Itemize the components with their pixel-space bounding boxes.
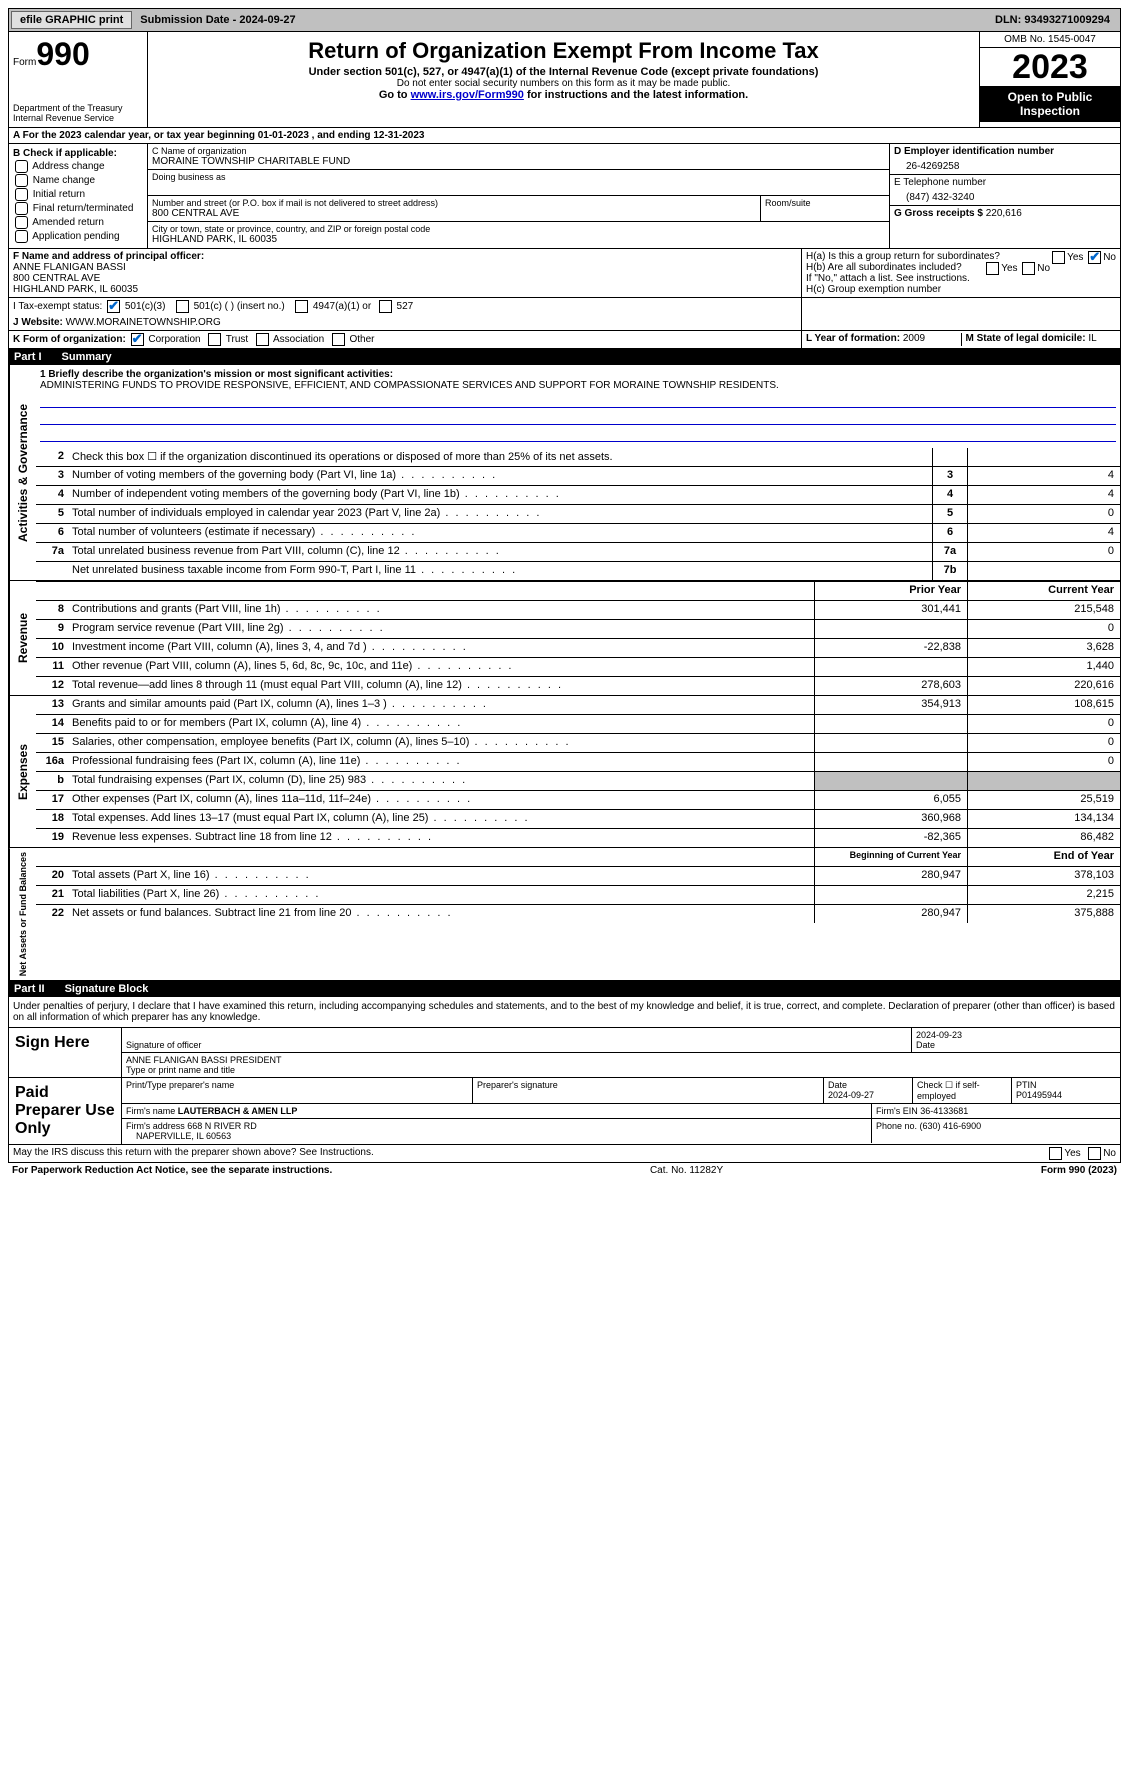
summary-line: 20Total assets (Part X, line 16)280,9473… bbox=[36, 867, 1120, 886]
summary-line: 14Benefits paid to or for members (Part … bbox=[36, 715, 1120, 734]
efile-print-button[interactable]: efile GRAPHIC print bbox=[11, 11, 132, 29]
summary-line: 8Contributions and grants (Part VIII, li… bbox=[36, 601, 1120, 620]
tax-year: 2023 bbox=[980, 48, 1120, 86]
discuss-row: May the IRS discuss this return with the… bbox=[8, 1145, 1121, 1163]
col-b: B Check if applicable: Address change Na… bbox=[9, 144, 148, 248]
summary-line: 2Check this box ☐ if the organization di… bbox=[36, 448, 1120, 467]
dln: DLN: 93493271009294 bbox=[995, 14, 1118, 26]
org-name: MORAINE TOWNSHIP CHARITABLE FUND bbox=[152, 156, 885, 167]
summary-line: 18Total expenses. Add lines 13–17 (must … bbox=[36, 810, 1120, 829]
subtitle-1: Under section 501(c), 527, or 4947(a)(1)… bbox=[152, 66, 975, 78]
summary-line: Net unrelated business taxable income fr… bbox=[36, 562, 1120, 580]
part1-header: Part ISummary bbox=[8, 349, 1121, 365]
top-bar: efile GRAPHIC print Submission Date - 20… bbox=[8, 8, 1121, 32]
website: WWW.MORAINETOWNSHIP.ORG bbox=[66, 317, 221, 328]
submission-label: Submission Date - 2024-09-27 bbox=[136, 14, 299, 26]
summary-line: 10Investment income (Part VIII, column (… bbox=[36, 639, 1120, 658]
col-c: C Name of organization MORAINE TOWNSHIP … bbox=[148, 144, 889, 248]
summary-line: 6Total number of volunteers (estimate if… bbox=[36, 524, 1120, 543]
mission-text: ADMINISTERING FUNDS TO PROVIDE RESPONSIV… bbox=[40, 380, 1116, 391]
summary-line: 7aTotal unrelated business revenue from … bbox=[36, 543, 1120, 562]
expenses-section: Expenses 13Grants and similar amounts pa… bbox=[8, 696, 1121, 848]
summary-line: 22Net assets or fund balances. Subtract … bbox=[36, 905, 1120, 923]
summary-line: 13Grants and similar amounts paid (Part … bbox=[36, 696, 1120, 715]
irs-link[interactable]: www.irs.gov/Form990 bbox=[411, 89, 524, 101]
summary-line: 3Number of voting members of the governi… bbox=[36, 467, 1120, 486]
governance-section: Activities & Governance 1 Briefly descri… bbox=[8, 365, 1121, 581]
dept-treasury: Department of the Treasury Internal Reve… bbox=[13, 103, 143, 123]
summary-line: 9Program service revenue (Part VIII, lin… bbox=[36, 620, 1120, 639]
org-city: HIGHLAND PARK, IL 60035 bbox=[152, 234, 885, 245]
part2-header: Part IISignature Block bbox=[8, 981, 1121, 997]
net-assets-section: Net Assets or Fund Balances Beginning of… bbox=[8, 848, 1121, 981]
subtitle-2: Do not enter social security numbers on … bbox=[152, 78, 975, 89]
summary-line: 16aProfessional fundraising fees (Part I… bbox=[36, 753, 1120, 772]
summary-line: bTotal fundraising expenses (Part IX, co… bbox=[36, 772, 1120, 791]
summary-line: 12Total revenue—add lines 8 through 11 (… bbox=[36, 677, 1120, 695]
summary-line: 15Salaries, other compensation, employee… bbox=[36, 734, 1120, 753]
omb-number: OMB No. 1545-0047 bbox=[980, 32, 1120, 48]
summary-line: 17Other expenses (Part IX, column (A), l… bbox=[36, 791, 1120, 810]
footer: For Paperwork Reduction Act Notice, see … bbox=[8, 1163, 1121, 1178]
subtitle-3: Go to www.irs.gov/Form990 for instructio… bbox=[152, 89, 975, 101]
signature-block: Under penalties of perjury, I declare th… bbox=[8, 997, 1121, 1145]
summary-line: 11Other revenue (Part VIII, column (A), … bbox=[36, 658, 1120, 677]
phone: (847) 432-3240 bbox=[894, 188, 1116, 203]
identity-grid: B Check if applicable: Address change Na… bbox=[8, 144, 1121, 249]
revenue-section: Revenue Prior Year Current Year 8Contrib… bbox=[8, 581, 1121, 696]
form-number: Form990 bbox=[13, 36, 143, 73]
form-header: Form990 Department of the Treasury Inter… bbox=[8, 32, 1121, 128]
summary-line: 19Revenue less expenses. Subtract line 1… bbox=[36, 829, 1120, 847]
org-address: 800 CENTRAL AVE bbox=[152, 208, 756, 219]
open-inspection: Open to Public Inspection bbox=[980, 86, 1120, 122]
summary-line: 5Total number of individuals employed in… bbox=[36, 505, 1120, 524]
row-ij: I Tax-exempt status: 501(c)(3) 501(c) ( … bbox=[8, 298, 1121, 331]
ein: 26-4269258 bbox=[894, 157, 1116, 172]
col-de: D Employer identification number 26-4269… bbox=[889, 144, 1120, 248]
line-a: A For the 2023 calendar year, or tax yea… bbox=[8, 128, 1121, 144]
row-klm: K Form of organization: Corporation Trus… bbox=[8, 331, 1121, 349]
summary-line: 4Number of independent voting members of… bbox=[36, 486, 1120, 505]
gross-receipts: 220,616 bbox=[986, 208, 1022, 219]
form-title: Return of Organization Exempt From Incom… bbox=[152, 38, 975, 64]
summary-line: 21Total liabilities (Part X, line 26)2,2… bbox=[36, 886, 1120, 905]
row-fh: F Name and address of principal officer:… bbox=[8, 249, 1121, 298]
